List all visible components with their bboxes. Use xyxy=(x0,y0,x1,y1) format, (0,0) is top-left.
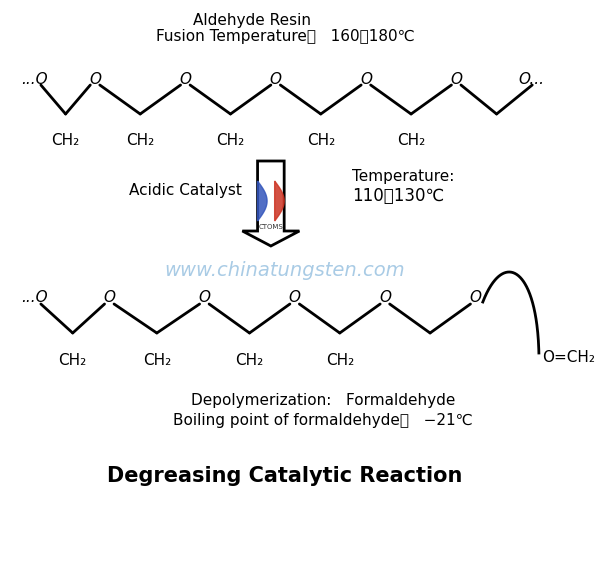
Text: ...O: ...O xyxy=(21,290,47,305)
Text: O: O xyxy=(199,290,211,305)
Text: O: O xyxy=(179,71,191,86)
Text: Degreasing Catalytic Reaction: Degreasing Catalytic Reaction xyxy=(107,466,463,486)
Text: CH₂: CH₂ xyxy=(143,353,171,368)
Text: O: O xyxy=(379,290,391,305)
Text: CH₂: CH₂ xyxy=(235,353,263,368)
Text: Depolymerization:   Formaldehyde: Depolymerization: Formaldehyde xyxy=(191,393,455,408)
Text: O: O xyxy=(360,71,372,86)
Polygon shape xyxy=(242,161,299,246)
Text: Temperature:: Temperature: xyxy=(352,169,454,184)
Text: O: O xyxy=(469,290,481,305)
Text: Fusion Temperature：   160～180℃: Fusion Temperature： 160～180℃ xyxy=(156,28,415,44)
Text: Acidic Catalyst: Acidic Catalyst xyxy=(129,184,242,199)
Text: O: O xyxy=(89,71,101,86)
Text: O: O xyxy=(103,290,115,305)
Text: Aldehyde Resin: Aldehyde Resin xyxy=(193,13,311,28)
Text: O...: O... xyxy=(518,71,545,86)
Text: CTOMS: CTOMS xyxy=(259,224,283,230)
Text: Boiling point of formaldehyde：   −21℃: Boiling point of formaldehyde： −21℃ xyxy=(173,414,473,429)
Text: www.chinatungsten.com: www.chinatungsten.com xyxy=(165,262,406,281)
Text: CH₂: CH₂ xyxy=(59,353,87,368)
Text: CH₂: CH₂ xyxy=(126,133,154,148)
Text: O: O xyxy=(450,71,462,86)
Text: CH₂: CH₂ xyxy=(397,133,425,148)
Text: O=CH₂: O=CH₂ xyxy=(542,351,595,366)
Text: CH₂: CH₂ xyxy=(307,133,335,148)
Text: O: O xyxy=(269,71,281,86)
Text: 110～130℃: 110～130℃ xyxy=(352,187,444,205)
Text: O: O xyxy=(289,290,301,305)
Text: CH₂: CH₂ xyxy=(52,133,80,148)
Text: CH₂: CH₂ xyxy=(326,353,354,368)
Polygon shape xyxy=(257,181,267,221)
Text: CH₂: CH₂ xyxy=(217,133,245,148)
Text: ...O: ...O xyxy=(21,71,47,86)
Polygon shape xyxy=(275,181,284,221)
